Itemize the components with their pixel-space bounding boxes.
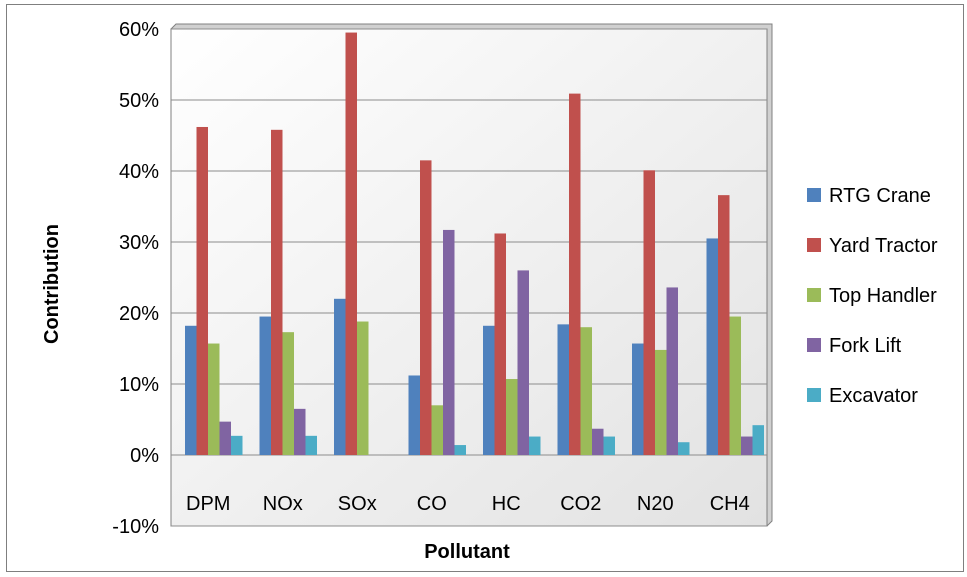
legend-label: RTG Crane xyxy=(829,185,931,207)
x-tick-label: DPM xyxy=(186,493,230,515)
bar xyxy=(706,238,718,455)
legend-label: Top Handler xyxy=(829,285,937,307)
bar xyxy=(517,270,529,455)
bar xyxy=(431,405,443,455)
x-tick-label: CO xyxy=(417,493,447,515)
bar xyxy=(729,316,741,455)
bar xyxy=(494,233,506,455)
bar xyxy=(294,408,306,455)
bar xyxy=(208,343,220,455)
x-axis-ticks: DPM NOx SOx CO HC CO2 N20 CH4 xyxy=(186,493,750,515)
bar xyxy=(506,379,518,455)
bar xyxy=(408,375,420,455)
bar xyxy=(443,229,455,455)
y-tick-label: 40% xyxy=(119,161,159,183)
legend-swatch xyxy=(807,388,821,402)
bar xyxy=(592,428,604,455)
bar xyxy=(219,421,231,455)
bar xyxy=(569,93,581,456)
legend: RTG Crane Yard Tractor Top Handler Fork Lif… xyxy=(807,185,938,407)
bars xyxy=(185,32,764,456)
bar xyxy=(655,349,667,455)
y-axis-title: Contribution xyxy=(41,224,63,344)
x-tick-label: CO2 xyxy=(560,493,601,515)
bar xyxy=(741,436,753,455)
bar xyxy=(718,195,730,455)
bar xyxy=(454,445,466,455)
legend-swatch xyxy=(807,188,821,202)
legend-swatch xyxy=(807,338,821,352)
bar xyxy=(357,321,369,455)
bar xyxy=(632,343,644,455)
legend-swatch xyxy=(807,238,821,252)
x-tick-label: CH4 xyxy=(710,493,750,515)
bar xyxy=(529,436,541,455)
bar xyxy=(483,325,495,455)
y-tick-label: 0% xyxy=(130,445,159,467)
bar xyxy=(305,435,317,455)
bar xyxy=(666,287,678,455)
x-tick-label: SOx xyxy=(338,493,377,515)
bar xyxy=(420,160,432,455)
y-tick-label: 10% xyxy=(119,374,159,396)
chart-frame: -10% 0% 10% 20% 30% 40% 50% 60% DPM NOx SOx CO HC CO… xyxy=(6,4,964,572)
bar xyxy=(185,325,197,455)
bar xyxy=(231,435,243,455)
bar xyxy=(282,332,294,455)
legend-swatch xyxy=(807,288,821,302)
y-tick-label: -10% xyxy=(112,516,159,538)
bar xyxy=(643,170,655,456)
bar xyxy=(603,436,615,455)
bar xyxy=(334,298,346,455)
y-tick-label: 30% xyxy=(119,232,159,254)
legend-label: Yard Tractor xyxy=(829,235,938,257)
y-axis-ticks: -10% 0% 10% 20% 30% 40% 50% 60% xyxy=(112,19,159,538)
bar xyxy=(196,126,208,455)
bar-chart: -10% 0% 10% 20% 30% 40% 50% 60% DPM NOx SOx CO HC CO… xyxy=(41,19,938,563)
x-tick-label: HC xyxy=(492,493,521,515)
bar xyxy=(557,324,569,455)
x-tick-label: NOx xyxy=(263,493,303,515)
legend-label: Fork Lift xyxy=(829,335,902,357)
bar xyxy=(345,32,357,456)
y-tick-label: 20% xyxy=(119,303,159,325)
x-axis-title: Pollutant xyxy=(424,541,510,563)
bar xyxy=(752,425,764,455)
y-tick-label: 50% xyxy=(119,90,159,112)
legend-label: Excavator xyxy=(829,385,918,407)
bar xyxy=(678,442,690,455)
bar xyxy=(271,129,283,455)
x-tick-label: N20 xyxy=(637,493,674,515)
bar xyxy=(580,327,592,455)
bar xyxy=(259,316,271,455)
y-tick-label: 60% xyxy=(119,19,159,41)
